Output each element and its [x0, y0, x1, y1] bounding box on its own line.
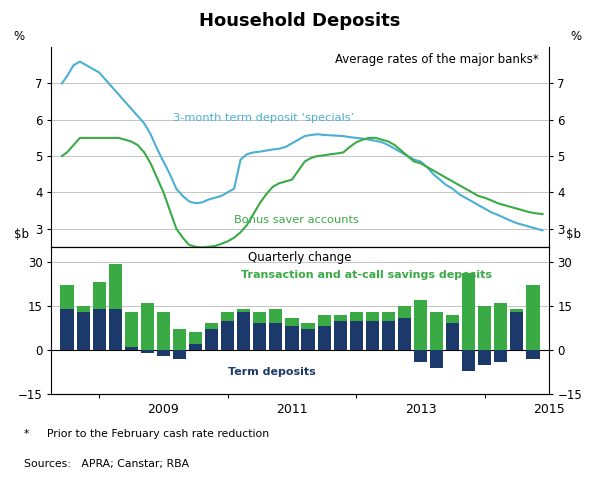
Bar [77, 306, 90, 350]
Bar [366, 311, 379, 350]
Text: Average rates of the major banks*: Average rates of the major banks* [335, 53, 539, 66]
Bar [189, 344, 202, 350]
Bar [61, 309, 74, 350]
Bar [301, 329, 314, 350]
Text: Bonus saver accounts: Bonus saver accounts [234, 215, 359, 225]
Bar [237, 309, 250, 350]
Bar [317, 314, 331, 350]
Bar [382, 311, 395, 350]
Bar [317, 326, 331, 350]
Bar [253, 323, 266, 350]
Bar [301, 323, 314, 350]
Text: $b: $b [14, 228, 29, 241]
Bar [205, 329, 218, 350]
Bar [221, 311, 234, 350]
Bar [221, 320, 234, 350]
Bar [269, 309, 283, 350]
Bar [173, 350, 186, 359]
Bar [462, 350, 475, 371]
Bar [494, 303, 508, 350]
Text: $b: $b [566, 228, 581, 241]
Text: %: % [14, 30, 25, 43]
Bar [510, 311, 523, 350]
Bar [157, 311, 170, 350]
Bar [189, 332, 202, 350]
Bar [478, 350, 491, 365]
Bar [92, 282, 106, 350]
Text: Household Deposits: Household Deposits [199, 12, 401, 30]
Text: *     Prior to the February cash rate reduction: * Prior to the February cash rate reduct… [24, 429, 269, 439]
Bar [61, 285, 74, 350]
Text: Quarterly change: Quarterly change [248, 251, 352, 264]
Bar [286, 317, 299, 350]
Bar [286, 326, 299, 350]
Bar [526, 350, 539, 359]
Bar [269, 323, 283, 350]
Bar [334, 314, 347, 350]
Bar [414, 350, 427, 362]
Bar [141, 350, 154, 353]
Bar [462, 273, 475, 350]
Bar [77, 311, 90, 350]
Bar [237, 311, 250, 350]
Text: 3-month term deposit ‘specials’: 3-month term deposit ‘specials’ [173, 113, 355, 123]
Bar [350, 311, 363, 350]
Bar [526, 285, 539, 350]
Bar [141, 303, 154, 350]
Bar [125, 311, 138, 350]
Bar [446, 314, 459, 350]
Bar [157, 350, 170, 356]
Bar [510, 309, 523, 350]
Bar [414, 300, 427, 350]
Bar [92, 309, 106, 350]
Text: %: % [570, 30, 581, 43]
Bar [494, 350, 508, 362]
Bar [350, 320, 363, 350]
Bar [334, 320, 347, 350]
Bar [366, 320, 379, 350]
Bar [205, 323, 218, 350]
Bar [109, 309, 122, 350]
Bar [430, 311, 443, 350]
Text: Transaction and at-call savings deposits: Transaction and at-call savings deposits [241, 270, 491, 280]
Text: Term deposits: Term deposits [228, 367, 316, 377]
Bar [398, 317, 411, 350]
Bar [398, 306, 411, 350]
Bar [430, 350, 443, 368]
Bar [478, 306, 491, 350]
Bar [173, 329, 186, 350]
Bar [125, 347, 138, 350]
Bar [446, 323, 459, 350]
Bar [253, 311, 266, 350]
Bar [382, 320, 395, 350]
Bar [109, 264, 122, 350]
Text: Sources:   APRA; Canstar; RBA: Sources: APRA; Canstar; RBA [24, 459, 189, 469]
